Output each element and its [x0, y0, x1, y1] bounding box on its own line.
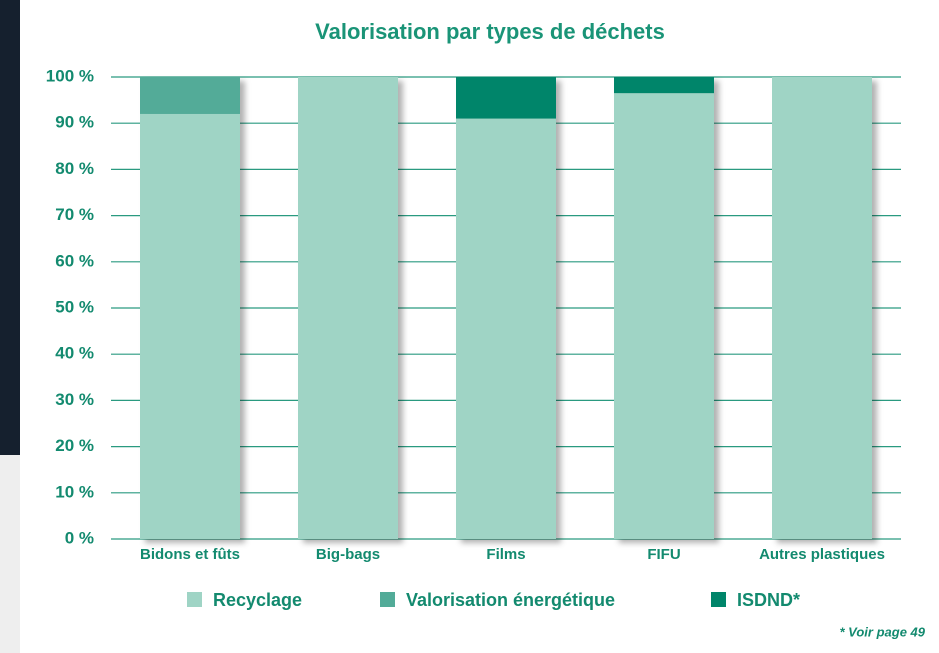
legend-label: ISDND*: [737, 590, 800, 610]
background-image: [0, 0, 20, 455]
chart-title: Valorisation par types de déchets: [315, 19, 665, 44]
y-tick-label: 80 %: [55, 159, 94, 178]
x-tick-label: Films: [486, 546, 525, 563]
x-tick-label: Autres plastiques: [759, 546, 885, 563]
x-tick-label: Bidons et fûts: [140, 546, 240, 563]
y-tick-label: 70 %: [55, 205, 94, 224]
background: [0, 455, 20, 653]
legend-swatch: [380, 592, 395, 607]
footnote: * Voir page 49: [840, 624, 926, 639]
bar-stack: [772, 77, 872, 539]
x-tick-label: FIFU: [647, 546, 680, 563]
y-tick-label: 40 %: [55, 344, 94, 363]
bar-segment: [140, 113, 240, 540]
y-tick-label: 100 %: [46, 66, 94, 85]
bar-stack: [614, 77, 714, 540]
y-tick-label: 50 %: [55, 297, 94, 316]
bar-stack: [140, 77, 240, 540]
bar-segment: [456, 77, 556, 119]
y-tick-label: 30 %: [55, 390, 94, 409]
y-tick-label: 0 %: [65, 528, 94, 547]
y-tick-label: 90 %: [55, 113, 94, 132]
bar-stack: [456, 77, 556, 539]
bar-segment: [298, 77, 398, 539]
legend-label: Recyclage: [213, 590, 302, 610]
y-tick-label: 10 %: [55, 482, 94, 501]
bar-segment: [772, 77, 872, 539]
bar-segment: [140, 77, 240, 114]
legend-swatch: [187, 592, 202, 607]
bar-segment: [614, 77, 714, 94]
legend-label: Valorisation énergétique: [406, 590, 615, 610]
bar-stack: [298, 77, 398, 539]
legend-swatch: [711, 592, 726, 607]
y-tick-label: 20 %: [55, 436, 94, 455]
y-tick-label: 60 %: [55, 251, 94, 270]
bar-segment: [614, 93, 714, 540]
x-tick-label: Big-bags: [316, 546, 380, 563]
bar-segment: [456, 118, 556, 539]
